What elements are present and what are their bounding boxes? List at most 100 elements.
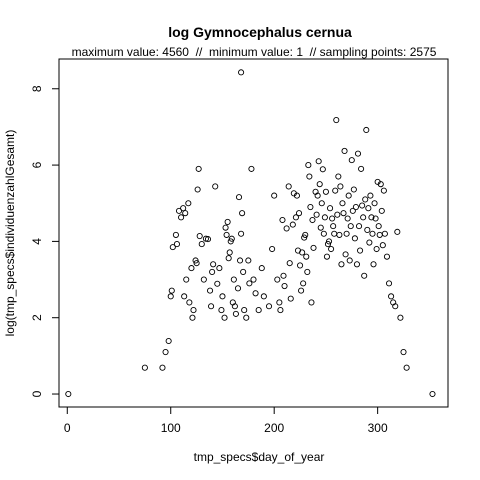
data-point	[279, 216, 286, 224]
data-point	[378, 207, 385, 214]
data-point	[321, 214, 328, 221]
data-point	[189, 314, 196, 321]
data-point	[141, 364, 148, 371]
data-point	[349, 207, 356, 214]
data-point	[240, 268, 247, 275]
data-point	[385, 280, 393, 287]
data-point	[269, 245, 276, 253]
data-point	[292, 214, 299, 221]
data-point	[208, 303, 215, 310]
data-point	[357, 247, 364, 254]
data-point	[159, 364, 166, 371]
data-point	[238, 230, 245, 237]
data-point	[344, 215, 351, 222]
data-point	[162, 348, 169, 356]
data-point	[359, 202, 366, 209]
data-point	[226, 249, 233, 256]
data-point	[324, 241, 332, 248]
y-tick-label: 2	[30, 314, 44, 321]
data-point	[193, 260, 200, 267]
data-point	[283, 225, 290, 232]
data-point	[232, 310, 239, 317]
x-tick-label: 100	[161, 421, 181, 435]
data-point	[371, 200, 378, 207]
data-point	[305, 162, 312, 169]
data-point	[181, 293, 188, 300]
data-point	[306, 173, 313, 180]
data-point	[190, 307, 197, 314]
data-point	[329, 215, 336, 222]
data-point	[358, 165, 365, 172]
data-point	[227, 238, 234, 245]
data-point	[228, 235, 235, 242]
data-point	[346, 257, 353, 264]
plot-frame	[58, 58, 449, 408]
data-point	[377, 181, 384, 188]
data-point	[169, 244, 176, 251]
data-point	[248, 165, 255, 172]
data-point	[362, 196, 369, 203]
data-point	[394, 228, 401, 235]
data-point	[364, 226, 371, 233]
data-point	[204, 236, 212, 243]
data-point	[353, 261, 361, 268]
data-point	[380, 187, 387, 194]
data-points	[65, 69, 436, 398]
data-point	[314, 192, 321, 199]
data-point	[368, 214, 375, 221]
data-point	[370, 261, 377, 268]
data-point	[245, 257, 252, 264]
data-point	[388, 293, 395, 300]
data-point	[175, 207, 183, 214]
data-point	[255, 307, 262, 314]
data-point	[325, 238, 333, 245]
data-point	[165, 337, 172, 345]
data-point	[308, 299, 315, 306]
data-point	[337, 183, 344, 190]
data-point	[231, 303, 238, 310]
data-point	[280, 272, 287, 279]
data-point	[335, 173, 342, 180]
data-point	[186, 299, 193, 306]
data-point	[350, 186, 357, 193]
data-point	[345, 192, 352, 199]
data-point	[222, 224, 229, 231]
data-point	[238, 69, 245, 76]
data-point	[192, 257, 199, 264]
data-point	[183, 276, 190, 283]
data-point	[403, 364, 410, 371]
data-point	[307, 203, 314, 211]
data-point	[218, 307, 225, 314]
data-point	[295, 210, 303, 217]
data-point	[372, 215, 379, 222]
data-point	[317, 224, 324, 231]
data-point	[198, 241, 205, 248]
data-point	[285, 183, 292, 190]
data-point	[383, 253, 391, 260]
data-point	[303, 253, 310, 260]
data-point	[209, 268, 216, 275]
data-point	[287, 295, 294, 302]
data-point	[234, 285, 242, 292]
data-point	[300, 280, 307, 287]
data-point	[319, 166, 326, 173]
data-point	[336, 231, 343, 238]
data-point	[366, 239, 373, 246]
y-tick-label: 4	[30, 238, 44, 245]
data-point	[328, 245, 335, 253]
data-point	[332, 187, 339, 194]
data-point	[327, 205, 334, 212]
data-point	[195, 165, 202, 172]
x-axis-label: tmp_specs$day_of_year	[194, 450, 325, 464]
data-point	[276, 299, 283, 306]
data-point	[339, 200, 346, 207]
data-point	[334, 211, 341, 218]
data-point	[212, 183, 219, 190]
data-point	[223, 231, 230, 238]
data-point	[363, 126, 370, 134]
data-point	[351, 235, 358, 242]
data-point	[230, 276, 237, 283]
x-tick-label: 300	[368, 421, 388, 435]
x-tick-label: 200	[264, 421, 284, 435]
data-point	[167, 293, 174, 300]
